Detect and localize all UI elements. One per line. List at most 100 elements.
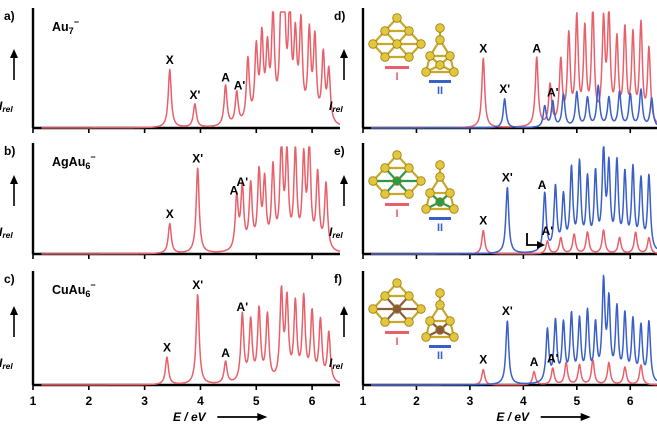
cluster-atom — [380, 317, 390, 327]
a-pointer-arrow-head — [537, 241, 545, 249]
dopant-atom — [435, 325, 445, 335]
spectrum-line-series-0 — [41, 146, 341, 255]
isomer-II-bar — [429, 80, 451, 83]
peak-label: X' — [189, 88, 200, 102]
peak-label: X' — [192, 278, 203, 292]
cluster-atom — [380, 163, 390, 173]
y-axis-label-subscript: rel — [2, 361, 13, 371]
species-superscript: − — [90, 280, 95, 290]
x-arrow-head — [257, 413, 268, 421]
peak-label: A' — [237, 175, 249, 189]
isomer-II-bar — [429, 345, 451, 348]
peak-label: A' — [547, 352, 559, 366]
x-tick-label: 5 — [573, 394, 580, 408]
peak-label: A — [221, 70, 230, 84]
cluster-atom — [435, 300, 445, 310]
dopant-atom — [392, 176, 402, 186]
peak-label: X — [163, 341, 171, 355]
spectrum-line-series-0 — [41, 285, 341, 386]
panel-label: d) — [334, 9, 345, 23]
peak-label: X' — [192, 151, 203, 165]
isomer-II-bar — [429, 217, 451, 220]
isomer-II-label: II — [437, 350, 443, 362]
isomer-I-structure: I — [368, 150, 426, 220]
x-tick-label: 4 — [520, 394, 527, 408]
cluster-atom — [421, 332, 431, 342]
x-tick-label: 4 — [197, 394, 204, 408]
cluster-atom — [368, 39, 378, 49]
isomer-I-label: I — [395, 208, 398, 220]
cluster-atom — [380, 291, 390, 301]
cluster-atom — [435, 288, 445, 298]
y-arrow-head — [340, 175, 348, 184]
y-axis-label-subscript: rel — [332, 230, 343, 240]
panel-label: a) — [4, 9, 15, 23]
cluster-atom — [435, 172, 445, 182]
cluster-atom — [449, 332, 459, 342]
isomer-I-bar — [385, 331, 409, 334]
peak-label: X — [479, 41, 487, 55]
cluster-atom — [404, 52, 414, 62]
peak-label: A — [532, 41, 541, 55]
cluster-atom — [416, 304, 426, 314]
cluster-atom — [404, 26, 414, 36]
cluster-atom — [380, 189, 390, 199]
cluster-atom — [449, 204, 459, 214]
x-tick-label: 1 — [360, 394, 367, 408]
cluster-atom — [380, 26, 390, 36]
cluster-atom — [435, 35, 445, 45]
y-axis-label: Irel — [329, 99, 343, 114]
peak-label: A — [538, 178, 547, 192]
cluster-atom — [435, 60, 445, 70]
x-tick-label: 2 — [85, 394, 92, 408]
dopant-atom — [392, 304, 402, 314]
cluster-atom — [392, 150, 402, 160]
spectrum-line-isomer-II — [370, 274, 657, 386]
x-tick-label: 6 — [627, 394, 634, 408]
x-tick-label: 3 — [141, 394, 148, 408]
cluster-atom — [445, 316, 455, 326]
spectrum-line-isomer-I — [370, 229, 657, 255]
cluster-atom — [392, 39, 402, 49]
peak-label: X — [479, 353, 487, 367]
cluster-atom — [368, 176, 378, 186]
peak-label: A — [221, 346, 230, 360]
cluster-atom — [421, 67, 431, 77]
y-arrow-head — [340, 306, 348, 315]
peak-label: X — [166, 207, 174, 221]
y-arrow-head — [340, 49, 348, 58]
peak-label: X — [166, 53, 174, 67]
cluster-atom — [445, 188, 455, 198]
cluster-atom — [380, 52, 390, 62]
peak-label: A' — [542, 224, 554, 238]
peak-label: X' — [499, 82, 510, 96]
x-tick-label: 3 — [467, 394, 474, 408]
y-axis-label: Irel — [0, 99, 13, 114]
peak-label: A' — [234, 79, 246, 93]
cluster-atom — [435, 23, 445, 33]
species-label: Au7− — [52, 17, 79, 36]
x-axis-label: E / eV — [173, 410, 207, 424]
isomer-II-label: II — [437, 222, 443, 234]
cluster-atom — [445, 51, 455, 61]
x-tick-label: 1 — [30, 394, 37, 408]
y-axis-label: Irel — [329, 356, 343, 371]
peak-label: A' — [547, 85, 559, 99]
x-arrow-head — [580, 413, 591, 421]
species-label: CuAu6− — [52, 280, 96, 299]
isomer-I-bar — [385, 203, 409, 206]
cluster-atom — [416, 39, 426, 49]
spectrum-line-isomer-II — [370, 84, 657, 129]
x-tick-label: 6 — [309, 394, 316, 408]
cluster-atom — [425, 316, 435, 326]
isomer-I-label: I — [395, 336, 398, 348]
spectrum-line-series-0 — [41, 11, 341, 129]
panel-label: f) — [334, 272, 342, 286]
isomer-I-structure: I — [368, 278, 426, 348]
panel-label: b) — [4, 144, 15, 158]
x-tick-label: 2 — [413, 394, 420, 408]
species-subscript: 6 — [85, 289, 90, 299]
panel-label: e) — [334, 144, 345, 158]
peak-label: X — [479, 213, 487, 227]
